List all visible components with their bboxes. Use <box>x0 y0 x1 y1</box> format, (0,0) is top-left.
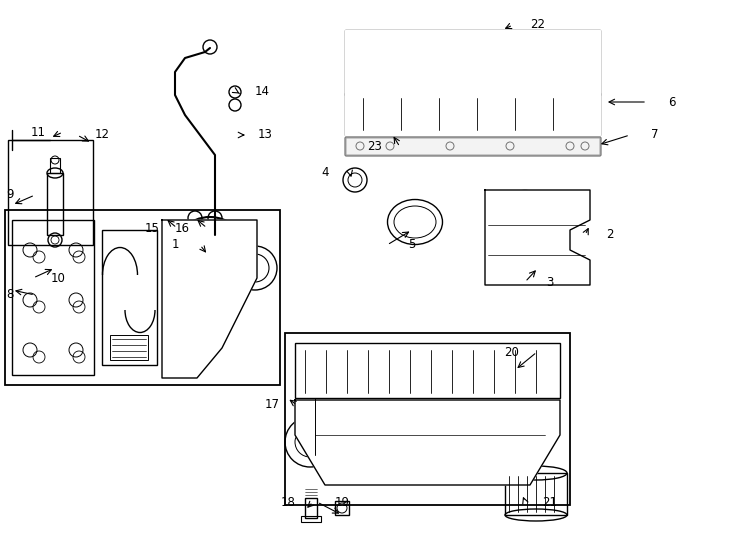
Text: 5: 5 <box>408 239 415 252</box>
Bar <box>110 335 148 360</box>
Bar <box>416 40 436 85</box>
Polygon shape <box>485 190 590 285</box>
Bar <box>5 210 280 385</box>
Text: 1: 1 <box>171 239 179 252</box>
Text: 19: 19 <box>335 496 349 509</box>
Bar <box>12 220 94 375</box>
Text: 6: 6 <box>668 96 676 109</box>
Bar <box>444 40 464 85</box>
Bar <box>388 40 408 85</box>
Text: 14: 14 <box>255 85 269 98</box>
Bar <box>47 173 63 235</box>
Bar <box>335 501 349 515</box>
Text: 16: 16 <box>175 221 189 234</box>
Polygon shape <box>345 30 600 95</box>
Bar <box>345 93 600 135</box>
Bar <box>472 40 492 85</box>
Text: 17: 17 <box>264 399 280 411</box>
Text: 22: 22 <box>531 18 545 31</box>
Text: 7: 7 <box>651 129 658 141</box>
Text: 21: 21 <box>542 496 558 509</box>
Bar <box>345 30 600 95</box>
Text: 10: 10 <box>51 272 65 285</box>
Bar <box>301 516 321 522</box>
Bar <box>102 230 157 365</box>
Bar <box>50 158 60 173</box>
Bar <box>500 40 520 85</box>
Text: 13: 13 <box>258 129 272 141</box>
Text: 8: 8 <box>7 288 14 301</box>
Text: 4: 4 <box>321 165 329 179</box>
Bar <box>360 40 380 85</box>
Bar <box>345 137 600 155</box>
Bar <box>305 498 317 518</box>
Bar <box>295 343 560 398</box>
Text: 3: 3 <box>546 275 553 288</box>
Polygon shape <box>345 137 600 155</box>
Polygon shape <box>162 220 257 378</box>
Bar <box>556 40 576 85</box>
Bar <box>285 333 570 505</box>
Polygon shape <box>295 400 560 485</box>
Text: 12: 12 <box>95 129 109 141</box>
Bar <box>505 473 567 515</box>
Text: 9: 9 <box>7 188 14 201</box>
Text: 18: 18 <box>280 496 296 509</box>
Bar <box>528 40 548 85</box>
Text: 15: 15 <box>145 221 159 234</box>
Bar <box>345 137 600 155</box>
Polygon shape <box>345 93 600 135</box>
Text: 20: 20 <box>504 346 520 359</box>
Text: 2: 2 <box>606 228 614 241</box>
Text: 23: 23 <box>368 140 382 153</box>
Text: 11: 11 <box>31 125 46 138</box>
Bar <box>8 140 93 245</box>
